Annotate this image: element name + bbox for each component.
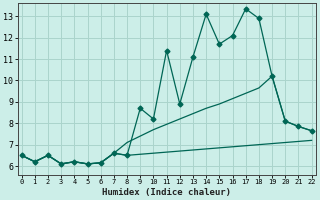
X-axis label: Humidex (Indice chaleur): Humidex (Indice chaleur) (102, 188, 231, 197)
